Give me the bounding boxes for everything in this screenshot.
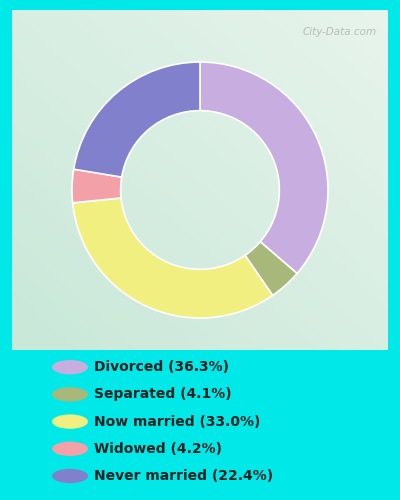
Text: Divorced (36.3%): Divorced (36.3%) xyxy=(94,360,229,374)
Circle shape xyxy=(52,414,88,429)
Wedge shape xyxy=(72,169,122,203)
Text: Marital status in Browning, IL: Marital status in Browning, IL xyxy=(38,12,362,30)
Text: Never married (22.4%): Never married (22.4%) xyxy=(94,469,273,483)
Wedge shape xyxy=(200,62,328,274)
Text: Widowed (4.2%): Widowed (4.2%) xyxy=(94,442,222,456)
Wedge shape xyxy=(73,198,273,318)
Circle shape xyxy=(52,469,88,483)
Wedge shape xyxy=(245,242,297,296)
Text: Now married (33.0%): Now married (33.0%) xyxy=(94,414,260,428)
Circle shape xyxy=(52,442,88,456)
Circle shape xyxy=(52,387,88,402)
Text: Separated (4.1%): Separated (4.1%) xyxy=(94,388,232,402)
Text: City-Data.com: City-Data.com xyxy=(302,27,377,37)
Circle shape xyxy=(52,360,88,374)
Wedge shape xyxy=(74,62,200,177)
